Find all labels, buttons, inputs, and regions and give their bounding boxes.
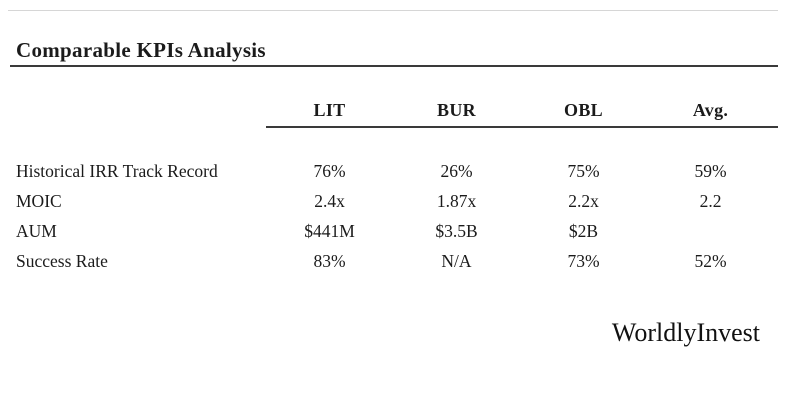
top-divider — [8, 10, 778, 11]
cell-value: 76% — [313, 161, 346, 181]
title-divider — [10, 65, 778, 67]
table-row-success-rate: Success Rate 83% N/A 73% 52% — [16, 246, 774, 276]
table-body: Historical IRR Track Record 76% 26% 75% … — [16, 156, 774, 276]
cell-value: 73% — [567, 251, 600, 271]
header-cell-empty — [16, 100, 266, 121]
column-header-avg: Avg. — [692, 100, 729, 120]
cell-value: N/A — [441, 251, 472, 271]
cell-value: 83% — [313, 251, 346, 271]
header-divider — [266, 126, 778, 128]
cell-value: 2.2 — [699, 191, 722, 211]
cell-value: $441M — [304, 221, 355, 241]
cell-value: 59% — [694, 161, 727, 181]
row-label: Success Rate — [16, 251, 108, 271]
column-header-obl: OBL — [564, 100, 603, 120]
row-label: Historical IRR Track Record — [16, 161, 218, 181]
table-header-row: LIT BUR OBL Avg. — [16, 100, 774, 121]
row-label: MOIC — [16, 191, 62, 211]
column-header-bur: BUR — [437, 100, 476, 120]
watermark: WorldlyInvest — [611, 318, 760, 347]
cell-value: 52% — [694, 251, 727, 271]
cell-value: 26% — [440, 161, 473, 181]
table-row-aum: AUM $441M $3.5B $2B — [16, 216, 774, 246]
column-header-lit: LIT — [313, 100, 346, 120]
cell-value: 2.4x — [314, 191, 345, 211]
cell-value: 2.2x — [568, 191, 599, 211]
page-title: Comparable KPIs Analysis — [16, 38, 266, 62]
cell-value: $3.5B — [435, 221, 478, 241]
cell-value: 75% — [567, 161, 600, 181]
cell-value — [647, 216, 774, 246]
table-row-irr: Historical IRR Track Record 76% 26% 75% … — [16, 156, 774, 186]
cell-value: 1.87x — [436, 191, 477, 211]
table-row-moic: MOIC 2.4x 1.87x 2.2x 2.2 — [16, 186, 774, 216]
cell-value: $2B — [568, 221, 599, 241]
row-label: AUM — [16, 221, 57, 241]
